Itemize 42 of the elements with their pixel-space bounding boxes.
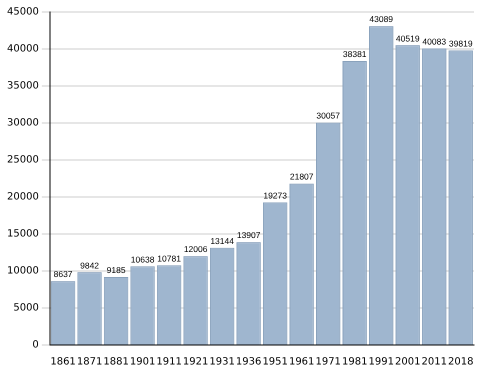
data-label: 39819: [448, 38, 473, 48]
data-label: 40083: [422, 36, 446, 46]
y-tick-label: 5000: [13, 302, 39, 314]
y-tick-label: 35000: [7, 80, 39, 92]
data-label: 12006: [184, 244, 208, 254]
data-label: 13144: [210, 236, 234, 246]
x-tick-label: 1931: [209, 356, 235, 368]
data-label: 9842: [80, 260, 100, 270]
x-tick-label: 1961: [288, 356, 314, 368]
data-label: 10638: [130, 254, 155, 264]
data-label: 21807: [290, 172, 314, 182]
y-tick-label: 10000: [7, 266, 39, 277]
y-tick-label: 0: [32, 340, 39, 351]
x-tick-label: 1951: [262, 356, 288, 368]
data-label: 30057: [316, 110, 340, 121]
y-tick-label: 45000: [7, 6, 39, 18]
x-tick-label: 1971: [315, 356, 341, 368]
y-tick-label: 25000: [7, 154, 39, 166]
x-tick-label: 1921: [182, 356, 208, 368]
x-tick-label: 2001: [394, 356, 420, 368]
data-label: 8637: [54, 269, 73, 280]
y-tick-label: 40000: [7, 44, 39, 55]
x-tick-label: 1911: [156, 356, 182, 368]
data-label: 9185: [106, 265, 126, 276]
x-tick-label: 1936: [236, 356, 262, 368]
data-label: 43089: [369, 14, 394, 24]
x-tick-label: 1901: [130, 356, 156, 368]
data-label: 13907: [236, 230, 261, 240]
x-tick-label: 2011: [422, 356, 447, 368]
y-tick-label: 20000: [7, 192, 39, 203]
y-tick-label: 30000: [7, 118, 39, 129]
y-tick-label: 15000: [7, 228, 39, 240]
data-label: 40519: [396, 33, 420, 44]
x-tick-label: 1861: [50, 356, 76, 368]
x-tick-label: 2018: [448, 356, 474, 368]
x-tick-label: 1881: [103, 356, 129, 368]
x-tick-label: 1991: [368, 356, 394, 368]
x-tick-label: 1981: [342, 356, 368, 368]
data-label: 38381: [342, 49, 367, 60]
data-label: 19273: [263, 190, 288, 200]
x-tick-label: 1871: [76, 356, 102, 368]
data-label: 10781: [157, 253, 182, 264]
